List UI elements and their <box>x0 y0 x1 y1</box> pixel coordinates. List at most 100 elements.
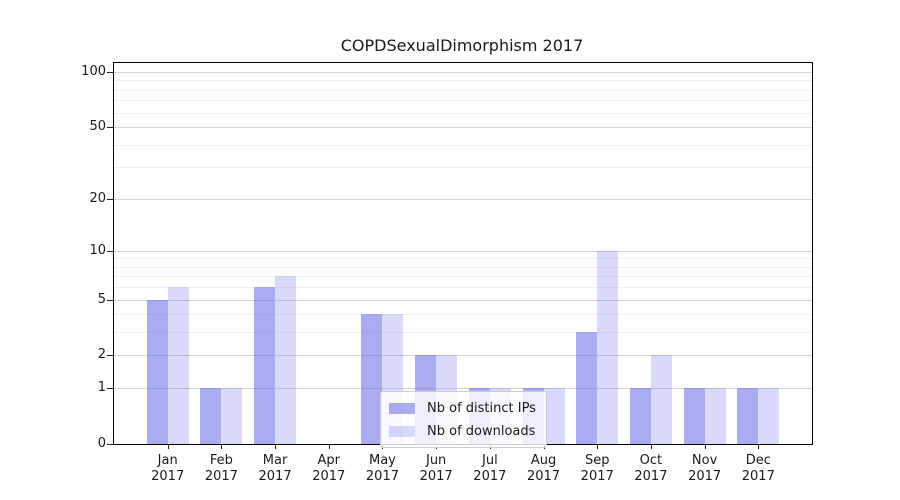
bar-downloads-jan <box>167 287 189 444</box>
x-tick-month: May <box>369 453 396 468</box>
x-tick-mark-sep <box>597 444 599 449</box>
x-tick-month: Sep <box>584 453 610 468</box>
x-tick-month: Mar <box>262 453 288 468</box>
y-tick-mark-5 <box>107 299 113 301</box>
x-tick-year: 2017 <box>204 469 238 484</box>
y-tick-label-50: 50 <box>89 119 106 135</box>
x-tick-month: Oct <box>639 453 663 468</box>
legend: Nb of distinct IPs Nb of downloads <box>380 391 547 448</box>
gridline-major-20 <box>114 198 812 200</box>
x-tick-year: 2017 <box>580 469 614 484</box>
x-tick-mark-apr <box>328 444 330 449</box>
x-tick-label-nov: Nov 2017 <box>673 453 737 485</box>
x-tick-year: 2017 <box>526 469 561 484</box>
x-tick-mark-mar <box>275 444 277 449</box>
bar-ips-oct <box>629 388 651 444</box>
x-tick-label-oct: Oct 2017 <box>619 453 683 485</box>
gridline-minor-70 <box>114 100 812 102</box>
x-tick-label-mar: Mar 2017 <box>243 453 307 485</box>
bar-ips-mar <box>254 287 276 444</box>
y-tick-mark-0 <box>107 444 113 445</box>
y-tick-mark-100 <box>107 72 113 74</box>
x-tick-label-sep: Sep 2017 <box>565 453 629 485</box>
gridline-minor-90 <box>114 80 812 82</box>
legend-label-distinct-ips: Nb of distinct IPs <box>427 400 536 416</box>
y-tick-mark-10 <box>107 250 113 252</box>
gridline-minor-60 <box>114 112 812 114</box>
x-tick-month: Apr <box>317 453 341 468</box>
y-tick-label-2: 2 <box>97 347 106 363</box>
x-tick-mark-dec <box>758 444 760 449</box>
y-tick-label-5: 5 <box>97 291 106 307</box>
y-tick-label-0: 0 <box>97 436 106 451</box>
x-tick-mark-nov <box>704 444 706 449</box>
x-tick-month: Jun <box>425 453 447 468</box>
bar-downloads-dec <box>758 388 780 444</box>
x-tick-year: 2017 <box>312 469 346 484</box>
x-tick-month: Feb <box>209 453 233 468</box>
x-tick-label-may: May 2017 <box>350 453 414 485</box>
bar-downloads-feb <box>221 388 243 444</box>
gridline-minor-7 <box>114 276 812 278</box>
x-tick-month: Jul <box>482 453 498 468</box>
gridline-minor-4 <box>114 314 812 316</box>
bar-ips-dec <box>737 388 759 444</box>
gridline-minor-3 <box>114 332 812 334</box>
x-tick-mark-oct <box>650 444 652 449</box>
x-tick-year: 2017 <box>151 469 185 484</box>
y-tick-mark-50 <box>107 127 113 129</box>
x-tick-month: Dec <box>745 453 771 468</box>
gridline-minor-30 <box>114 167 812 169</box>
x-tick-label-jul: Jul 2017 <box>458 453 522 485</box>
x-tick-label-apr: Apr 2017 <box>297 453 361 485</box>
gridline-minor-80 <box>114 89 812 91</box>
bar-ips-nov <box>683 388 705 444</box>
bar-ips-feb <box>200 388 222 444</box>
x-tick-month: Nov <box>691 453 718 468</box>
gridline-major-100 <box>114 72 812 74</box>
x-tick-label-dec: Dec 2017 <box>726 453 790 485</box>
x-tick-month: Jan <box>157 453 178 468</box>
bar-downloads-aug <box>543 388 565 444</box>
bar-ips-may <box>361 314 383 444</box>
x-tick-year: 2017 <box>741 469 775 484</box>
x-tick-year: 2017 <box>258 469 292 484</box>
legend-swatch-downloads-icon <box>389 425 415 437</box>
y-tick-mark-20 <box>107 198 113 200</box>
y-tick-mark-1 <box>107 388 113 390</box>
bar-ips-jan <box>146 299 168 444</box>
x-tick-mark-feb <box>221 444 223 449</box>
x-tick-year: 2017 <box>634 469 668 484</box>
x-tick-label-feb: Feb 2017 <box>189 453 253 485</box>
x-tick-label-jun: Jun 2017 <box>404 453 468 485</box>
gridline-major-5 <box>114 299 812 301</box>
plot-area: 0 1 2 5 10 20 50 100 Jan 2017 Feb 2017 Mar 2017 Apr 201… <box>81 62 813 484</box>
bar-downloads-oct <box>650 355 672 444</box>
gridline-minor-8 <box>114 266 812 268</box>
bar-downloads-sep <box>597 250 619 444</box>
bar-downloads-mar <box>275 276 297 444</box>
y-tick-label-10: 10 <box>89 242 106 258</box>
gridline-major-2 <box>114 355 812 357</box>
legend-row-distinct-ips: Nb of distinct IPs <box>389 398 536 418</box>
gridline-minor-40 <box>114 144 812 146</box>
x-tick-year: 2017 <box>365 469 399 484</box>
gridline-major-50 <box>114 127 812 129</box>
y-tick-label-1: 1 <box>97 380 106 396</box>
legend-label-downloads: Nb of downloads <box>427 423 536 439</box>
y-tick-mark-2 <box>107 355 113 357</box>
y-tick-label-20: 20 <box>89 190 106 206</box>
x-tick-year: 2017 <box>419 469 453 484</box>
legend-swatch-distinct-ips-icon <box>389 402 415 414</box>
bar-downloads-nov <box>704 388 726 444</box>
y-tick-label-100: 100 <box>81 64 106 80</box>
gridline-minor-6 <box>114 287 812 289</box>
x-tick-label-aug: Aug 2017 <box>512 453 576 485</box>
x-tick-label-jan: Jan 2017 <box>136 453 200 485</box>
bar-ips-sep <box>576 332 598 444</box>
chart-title: COPDSexualDimorphism 2017 <box>340 36 584 55</box>
x-tick-year: 2017 <box>473 469 507 484</box>
x-tick-month: Aug <box>530 453 557 468</box>
x-tick-mark-jan <box>167 444 169 449</box>
